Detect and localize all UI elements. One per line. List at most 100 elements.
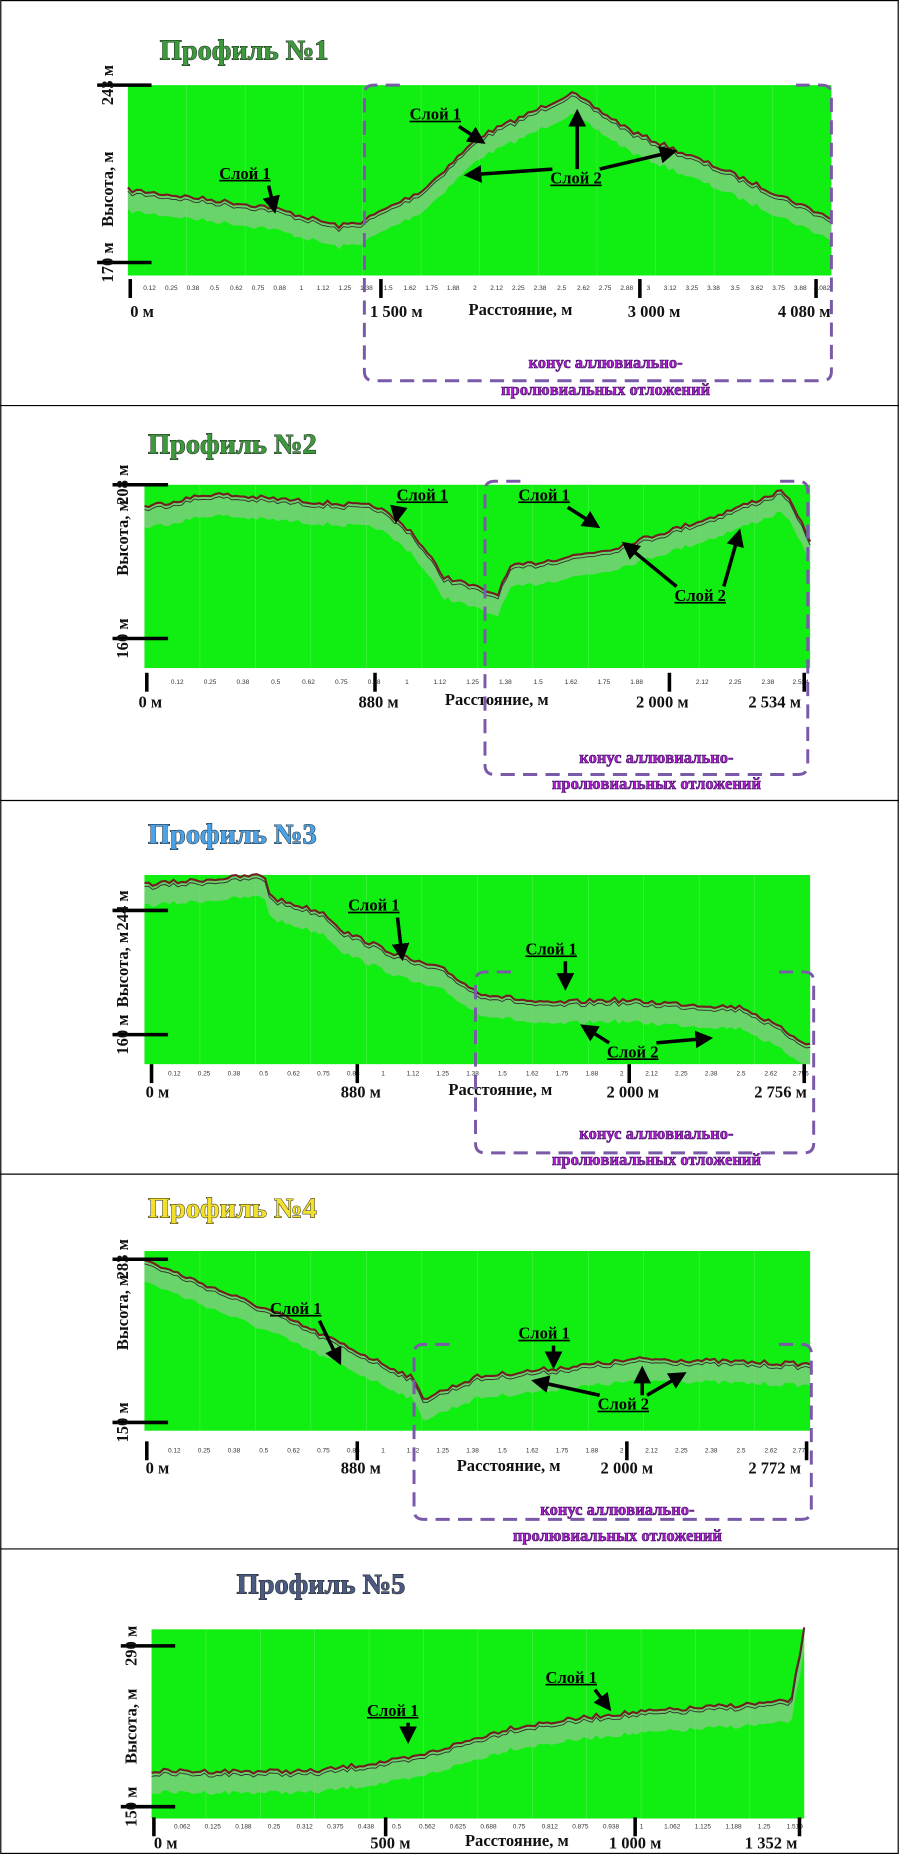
scale-label: 2.5 (557, 285, 566, 292)
arrow (317, 1319, 342, 1366)
scale-label: 0.375 (327, 1824, 344, 1831)
scale-label: 0.5 (210, 285, 219, 292)
arrow (656, 1030, 714, 1049)
scale-label: 2.25 (675, 1448, 688, 1455)
scale-label: 0.12 (168, 1070, 181, 1077)
scale-label: 1 (300, 285, 304, 292)
x-axis-title: Расстояние, м (448, 1080, 552, 1099)
x-label: 0 м (139, 692, 163, 711)
scale-label: 3 (647, 285, 651, 292)
y-label: 150 м (113, 1402, 132, 1442)
scale-label: 3.25 (685, 285, 698, 292)
scale-label: 1.88 (447, 285, 460, 292)
scale-label: 3.5 (731, 285, 740, 292)
layer-label: Слой 2 (598, 1395, 649, 1414)
fan-label: пролювиальных отложений (552, 1150, 762, 1169)
scale-label: 1.12 (317, 285, 330, 292)
arrow (722, 528, 744, 587)
x-axis-title: Расстояние, м (457, 1456, 561, 1475)
arrow (531, 1375, 601, 1397)
scale-label: 1.5 (384, 285, 393, 292)
scale-label: 0.688 (480, 1824, 497, 1831)
scale-label: 3.88 (794, 285, 807, 292)
scale-label: 0.62 (287, 1070, 300, 1077)
x-axis-title: Расстояние, м (445, 690, 549, 709)
layer-label: Слой 1 (348, 896, 399, 915)
arrow (463, 165, 553, 183)
scale-label: 1.188 (725, 1824, 742, 1831)
surface-reflection (144, 873, 811, 1046)
x-label: 880 м (341, 1083, 381, 1102)
scale-label: 3.38 (707, 285, 720, 292)
scale-label: 1.12 (433, 679, 446, 686)
scale-label: 0.12 (168, 1448, 181, 1455)
scale-label: 2.62 (765, 1070, 778, 1077)
scale-label: 2.772 (793, 1448, 810, 1455)
x-label: 2 772 м (748, 1459, 801, 1478)
scale-label: 0.438 (358, 1824, 375, 1831)
scale-label: 3.12 (664, 285, 677, 292)
scale-label: 1.519 (787, 1824, 804, 1831)
scale-label: 2 (473, 285, 477, 292)
scale-label: 0.38 (228, 1448, 241, 1455)
scale-label: 0.875 (572, 1824, 589, 1831)
scale-label: 0.125 (205, 1824, 222, 1831)
scale-label: 1.88 (586, 1448, 599, 1455)
scale-label: 1.062 (664, 1824, 681, 1831)
layer-label: Слой 2 (550, 169, 601, 188)
fan-outline (412, 1342, 813, 1521)
scale-label: 3.62 (751, 285, 764, 292)
scale-label: 1.5 (534, 679, 543, 686)
scale-label: 1 (405, 679, 409, 686)
y-axis-title: Высота, м (113, 932, 132, 1008)
scale-label: 1.62 (404, 285, 417, 292)
surface-reflection (151, 1627, 806, 1775)
layer-label: Слой 1 (270, 1299, 321, 1318)
scale-label: 0.12 (171, 679, 184, 686)
scale-label: 2.38 (762, 679, 775, 686)
scale-label: 0.5 (271, 679, 280, 686)
x-label: 0 м (154, 1833, 178, 1852)
x-label: 1 352 м (745, 1833, 798, 1852)
surface-reflection (144, 1263, 811, 1403)
scale-label: 2.88 (620, 285, 633, 292)
scale-label: 0.5 (392, 1824, 401, 1831)
arrow (580, 1024, 611, 1045)
panel-title: Профиль №4 (148, 1193, 317, 1224)
layer-label: Слой 1 (518, 485, 569, 504)
scale-label: 1 (381, 1070, 385, 1077)
scale-label: 2.534 (793, 679, 810, 686)
fan-outline (474, 970, 816, 1155)
scale-label: 0.062 (174, 1824, 191, 1831)
surface-reflection (144, 493, 811, 600)
scale-label: 0.188 (235, 1824, 252, 1831)
scale-label: 2.38 (705, 1070, 718, 1077)
x-label: 1 000 м (609, 1833, 662, 1852)
panel-title: Профиль №5 (237, 1569, 406, 1600)
scale-label: 0.5 (259, 1070, 268, 1077)
scale-label: 1.25 (436, 1070, 449, 1077)
reflection-band (144, 490, 811, 617)
panel-title: Профиль №1 (160, 36, 329, 67)
reflection-band (144, 1260, 811, 1421)
layer-label: Слой 2 (607, 1042, 658, 1061)
scale-label: 1.88 (586, 1070, 599, 1077)
scale-label: 1.5 (498, 1448, 507, 1455)
arrow (593, 1688, 612, 1712)
scale-label: 1.12 (407, 1070, 420, 1077)
scale-label: 0.88 (347, 1070, 360, 1077)
x-label: 2 000 м (606, 1083, 659, 1102)
scale-label: 2.62 (577, 285, 590, 292)
fan-label: конус аллювиально- (579, 1124, 733, 1143)
scale-label: 2.756 (793, 1070, 810, 1077)
x-label: 500 м (370, 1833, 410, 1852)
scale-label: 1.38 (466, 1448, 479, 1455)
scale-label: 2.5 (736, 1070, 745, 1077)
scale-label: 0.12 (143, 285, 156, 292)
fan-outline (362, 83, 833, 383)
panel-title: Профиль №3 (148, 820, 317, 851)
x-label: 0 м (146, 1459, 170, 1478)
fan-label: пролювиальных отложений (552, 774, 762, 793)
scale-label: 0.88 (273, 285, 286, 292)
